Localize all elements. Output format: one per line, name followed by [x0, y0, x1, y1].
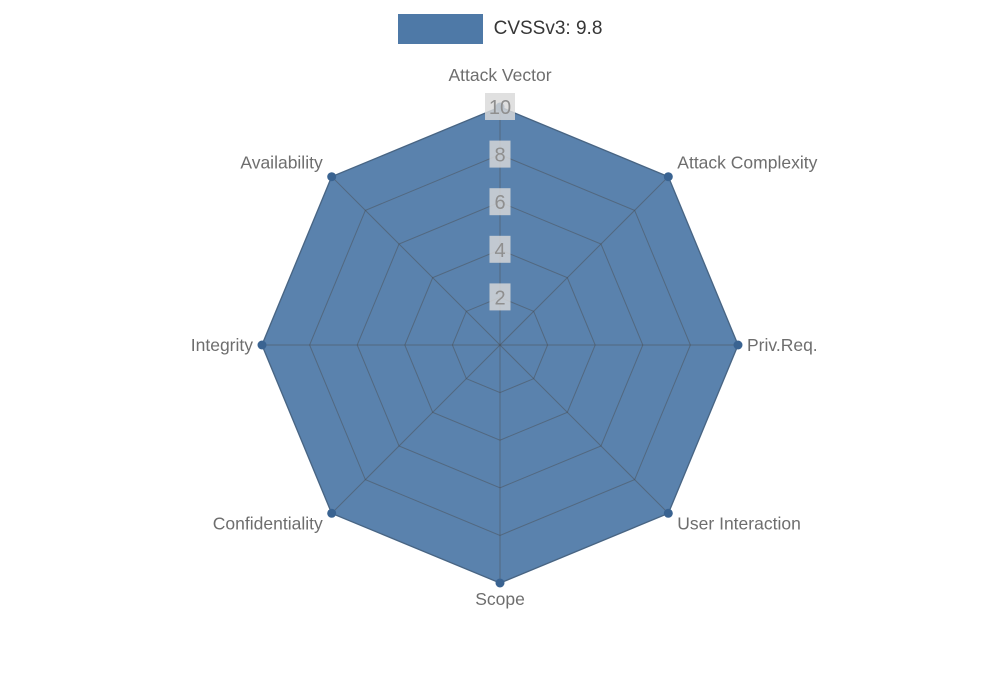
series-point: [663, 172, 673, 182]
tick-box: [489, 235, 511, 263]
axis-labels: Attack Vector Attack Complexity Priv.Req. U…: [191, 65, 818, 609]
axis-label: Attack Vector: [448, 65, 551, 85]
series-point: [327, 172, 337, 182]
series-point: [733, 340, 743, 350]
tick-label: 10: [489, 97, 511, 119]
tick-labels: 2 4 6 8 10: [485, 93, 515, 311]
tick-label: 6: [494, 192, 505, 214]
series-point: [327, 508, 337, 518]
axis-label: User Interaction: [677, 513, 801, 533]
axis-label: Availability: [240, 153, 323, 173]
axis-label: Attack Complexity: [677, 153, 817, 173]
tick-box: [489, 283, 511, 311]
series-point: [257, 340, 267, 350]
chart-legend: CVSSv3: 9.8: [0, 14, 1000, 44]
series-point: [495, 578, 505, 588]
tick-box: [485, 93, 515, 120]
series-point: [663, 508, 673, 518]
legend-swatch: [397, 14, 483, 44]
axis-label: Priv.Req.: [747, 335, 818, 355]
axis-label: Integrity: [191, 335, 253, 355]
tick-label: 2: [494, 287, 505, 309]
tick-label: 8: [494, 145, 505, 167]
tick-label: 4: [494, 240, 505, 262]
axis-label: Confidentiality: [213, 513, 323, 533]
tick-box: [489, 140, 511, 168]
axis-label: Scope: [475, 589, 525, 609]
tick-box: [489, 188, 511, 216]
legend-label: CVSSv3: 9.8: [493, 18, 603, 39]
